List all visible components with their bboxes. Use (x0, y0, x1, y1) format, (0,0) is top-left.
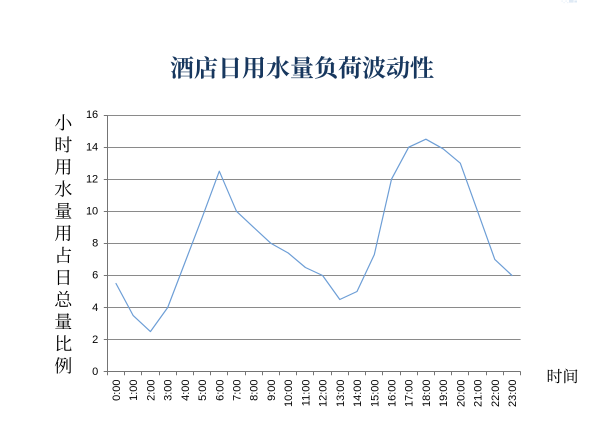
svg-text:5:00: 5:00 (197, 380, 209, 401)
svg-text:17:00: 17:00 (404, 380, 416, 408)
svg-text:6:00: 6:00 (214, 380, 226, 401)
svg-text:15:00: 15:00 (369, 380, 381, 408)
svg-text:10: 10 (86, 206, 98, 218)
svg-text:21:00: 21:00 (473, 380, 485, 408)
svg-text:3:00: 3:00 (163, 380, 175, 401)
svg-text:10:00: 10:00 (283, 380, 295, 408)
svg-text:19:00: 19:00 (438, 380, 450, 408)
svg-text:2: 2 (92, 334, 98, 346)
svg-text:0: 0 (92, 366, 98, 378)
svg-text:4:00: 4:00 (180, 380, 192, 401)
svg-text:13:00: 13:00 (335, 380, 347, 408)
svg-text:8: 8 (92, 238, 98, 250)
svg-text:14: 14 (86, 141, 98, 153)
svg-text:12: 12 (86, 173, 98, 185)
svg-text:23:00: 23:00 (507, 380, 519, 408)
svg-text:12:00: 12:00 (318, 380, 330, 408)
svg-text:20:00: 20:00 (455, 380, 467, 408)
svg-text:4: 4 (92, 302, 98, 314)
svg-text:7:00: 7:00 (232, 380, 244, 401)
svg-text:6: 6 (92, 270, 98, 282)
svg-text:1:00: 1:00 (128, 380, 140, 401)
svg-text:8:00: 8:00 (249, 380, 261, 401)
svg-text:22:00: 22:00 (490, 380, 502, 408)
svg-text:11:00: 11:00 (300, 380, 312, 407)
svg-text:18:00: 18:00 (421, 380, 433, 408)
svg-text:16: 16 (86, 109, 98, 121)
svg-text:9:00: 9:00 (266, 380, 278, 401)
svg-text:0:00: 0:00 (111, 380, 123, 401)
svg-text:2:00: 2:00 (145, 380, 157, 401)
svg-text:16:00: 16:00 (387, 380, 399, 408)
svg-text:14:00: 14:00 (352, 380, 364, 408)
